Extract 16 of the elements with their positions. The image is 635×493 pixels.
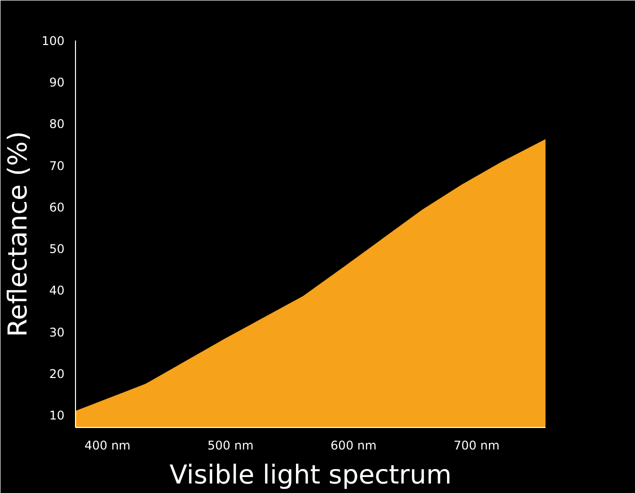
x-tick-label: 400 nm <box>84 438 130 452</box>
x-tick-label: 700 nm <box>454 438 500 452</box>
y-axis-title: Reflectance (%) <box>4 131 34 337</box>
y-tick-label: 50 <box>49 242 65 256</box>
y-tick-label: 70 <box>49 158 65 173</box>
x-axis-title: Visible light spectrum <box>169 460 452 490</box>
y-tick-label: 60 <box>49 200 65 214</box>
x-tick-label: 500 nm <box>208 438 254 452</box>
y-tick-label: 40 <box>49 284 65 298</box>
y-tick-label: 10 <box>49 408 65 423</box>
x-tick-label: 600 nm <box>330 438 377 452</box>
y-tick-label: 100 <box>42 34 64 48</box>
y-tick-label: 20 <box>49 366 65 381</box>
y-tick-label: 30 <box>49 325 65 340</box>
y-tick-label: 90 <box>49 76 65 90</box>
y-tick-label: 80 <box>49 117 65 132</box>
